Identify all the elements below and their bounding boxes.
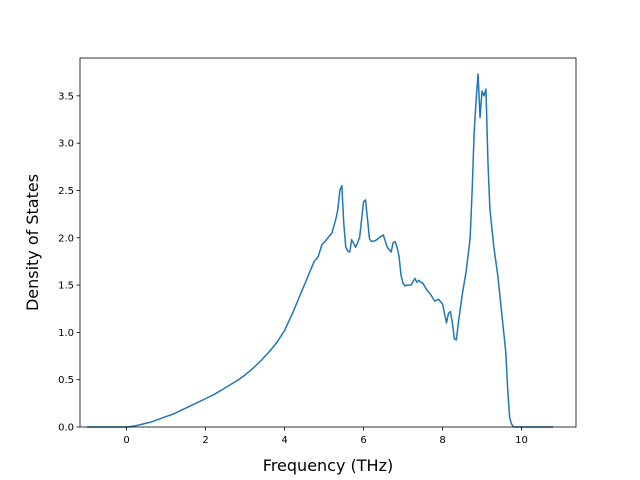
x-tick-label: 6 [360,435,366,446]
y-tick-label: 2.0 [58,233,74,244]
series-line-0 [87,73,554,428]
y-tick-label: 2.5 [58,186,74,197]
y-axis-label: Density of States [23,174,42,311]
y-tick-label: 0.5 [58,375,74,386]
y-tick-label: 1.0 [58,328,74,339]
y-tick-label: 1.5 [58,281,74,292]
y-tick-label: 0.0 [58,423,74,434]
x-tick-label: 4 [281,435,287,446]
x-tick-label: 10 [515,435,528,446]
x-tick-label: 2 [202,435,208,446]
y-tick-label: 3.0 [58,139,74,150]
x-axis-label: Frequency (THz) [263,456,393,475]
plot-layer [87,73,554,428]
x-tick-label: 0 [123,435,129,446]
x-tick-label: 8 [439,435,445,446]
ticks-layer: 0 2 4 6 8 10 0.0 0.5 1.0 1.5 2.0 2.5 3.0 3.5 [58,91,528,446]
y-tick-label: 3.5 [58,91,74,102]
plot-frame [79,57,577,428]
